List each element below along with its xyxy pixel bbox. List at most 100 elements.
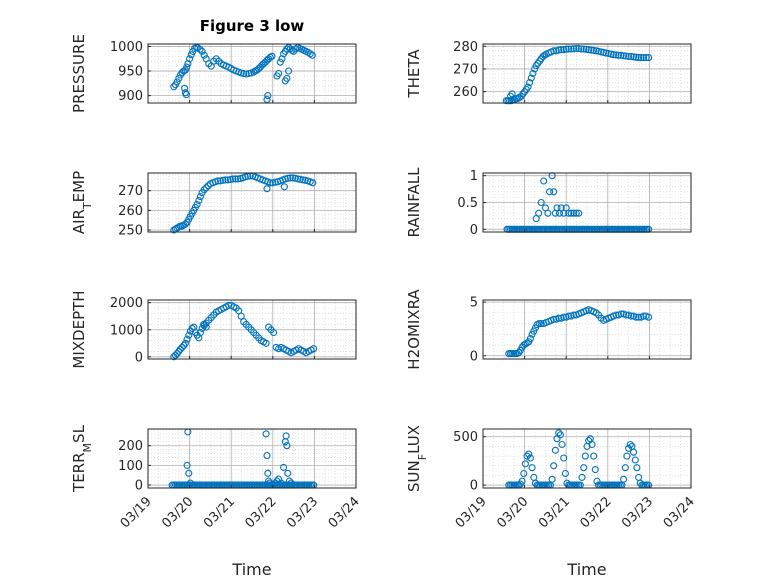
panel-1-data-point — [187, 51, 195, 59]
panel-8-data-point — [626, 440, 634, 449]
panel-7-data-point — [263, 452, 271, 460]
panel-2-axes-frame — [482, 43, 692, 104]
panel-8-data-point — [521, 460, 529, 468]
panel-2-data-point — [640, 54, 648, 62]
panel-6-data-point — [535, 320, 543, 328]
panel-5-data-point — [196, 328, 204, 337]
panel-2-data-point — [519, 90, 527, 98]
panel-1-y-tick-label: 950 — [118, 65, 143, 80]
panel-1-data-point — [275, 69, 283, 78]
panel-6-data-point — [632, 313, 640, 321]
panel-2-data-point — [562, 45, 570, 53]
panel-4-data-point — [544, 209, 552, 217]
panel-1-data-point — [182, 91, 190, 99]
panel-8-data-point — [633, 464, 641, 472]
panel-5-data-point — [181, 339, 189, 347]
panel-6-data-point — [612, 311, 620, 319]
panel-8-data-point — [631, 456, 639, 464]
panel-6-data-point — [622, 311, 630, 319]
panel-4-y-tick-label: 1 — [470, 169, 478, 184]
panel-8-y-tick-label: 0 — [470, 479, 478, 494]
panel-3-data-point — [221, 176, 229, 184]
panel-5-data-point — [225, 301, 233, 309]
panel-2-data-point — [570, 45, 578, 53]
panel-6-data-point — [617, 310, 625, 318]
panel-2-data-point — [557, 46, 565, 54]
panel-5-data-point — [185, 331, 193, 339]
panel-6-data-point — [550, 315, 558, 323]
panel-1-data-point — [186, 55, 194, 63]
panel-1-data-point — [283, 45, 291, 53]
panel-1-y-tick-label: 1000 — [110, 40, 143, 55]
right-x-tick-label: 03/23 — [619, 494, 656, 531]
left-x-tick-label: 03/23 — [284, 494, 321, 531]
right-x-tick-label: 03/24 — [661, 494, 698, 531]
panel-1-data-point — [268, 52, 276, 60]
panel-1-data-point — [198, 47, 206, 55]
panel-2-data-point — [524, 83, 532, 91]
panel-2-y-tick-label: 270 — [453, 62, 478, 77]
panel-2-data-point — [587, 46, 595, 54]
panel-2-data-point — [615, 51, 623, 59]
panel-2-data-point — [610, 51, 618, 59]
panel-2-data-point — [541, 51, 549, 59]
panel-1-data-point — [276, 58, 284, 66]
panel-8-y-axis-label-part: F — [416, 454, 429, 460]
panel-2-data-point — [555, 46, 563, 54]
left-x-tick-label: 03/19 — [118, 494, 155, 531]
panel-7-data-point — [277, 479, 285, 487]
panel-4-data-point — [537, 198, 545, 207]
panel-5-data-point — [183, 335, 191, 343]
panel-3-data-point — [266, 179, 274, 187]
panel-3-data-point — [280, 183, 288, 191]
panel-3-y-axis-label: AIRTEMP — [70, 171, 94, 234]
panel-4-y-axis-label-part: RAINFALL — [405, 167, 423, 238]
left-x-tick-label: 03/24 — [326, 494, 363, 531]
panel-3-data-point — [294, 175, 302, 183]
panel-1-y-axis-label-part: PRESSURE — [70, 34, 88, 113]
panel-1-data-point — [283, 74, 291, 82]
panel-1-data-point — [194, 44, 202, 52]
panel-2-data-point — [627, 52, 635, 61]
panel-2-data-point — [508, 90, 516, 98]
panel-4-data-point — [570, 209, 578, 217]
panel-7-data-point — [284, 469, 292, 477]
panel-6-data-point — [537, 320, 545, 328]
panel-3-data-point — [286, 174, 294, 182]
panel-3-data-point — [231, 175, 239, 183]
panel-3-data-point — [224, 176, 232, 184]
panel-1-data-point — [183, 63, 191, 71]
panel-6-y-axis-label: H2OMIXRA — [405, 289, 423, 370]
panel-7-y-tick-label: 100 — [118, 459, 143, 474]
panel-8-data-point — [550, 462, 558, 470]
panel-3-data-point — [263, 185, 271, 193]
panel-7-data-point — [264, 469, 272, 477]
panel-3-data-point — [309, 179, 317, 187]
panel-2-data-point — [645, 54, 653, 62]
panel-2-data-point — [526, 79, 534, 87]
panel-6-data-point — [635, 313, 643, 321]
panel-7-data-point — [186, 479, 194, 487]
panel-6-y-tick-label: 0 — [470, 349, 478, 364]
panel-8-data-point — [560, 454, 568, 462]
panel-2-data-point — [550, 47, 558, 55]
panel-2-data-point — [585, 46, 593, 54]
panel-8-data-point — [520, 469, 528, 478]
panel-2-data-point — [567, 45, 575, 53]
panel-3-data-point — [234, 175, 242, 183]
right-x-tick-label: 03/20 — [494, 494, 531, 531]
panel-8-data-point — [556, 431, 564, 439]
panel-3-data-point — [214, 177, 222, 185]
panel-7-y-axis-label-part: TERR — [70, 452, 88, 493]
panel-2-data-point — [577, 45, 585, 53]
panel-5-data-point — [310, 345, 318, 353]
panel-3-y-tick-label: 250 — [118, 224, 143, 239]
panel-4-y-tick-label: 0 — [470, 223, 478, 238]
panel-8-data-point — [620, 475, 628, 483]
left-x-tick-label: 03/21 — [201, 494, 238, 531]
panel-2-data-point — [620, 52, 628, 60]
panel-4-data-point — [535, 209, 543, 217]
panel-8-y-axis-label-part: SUN — [405, 460, 423, 492]
panel-2-data-point — [531, 65, 539, 73]
panel-6-data-point — [640, 312, 648, 320]
